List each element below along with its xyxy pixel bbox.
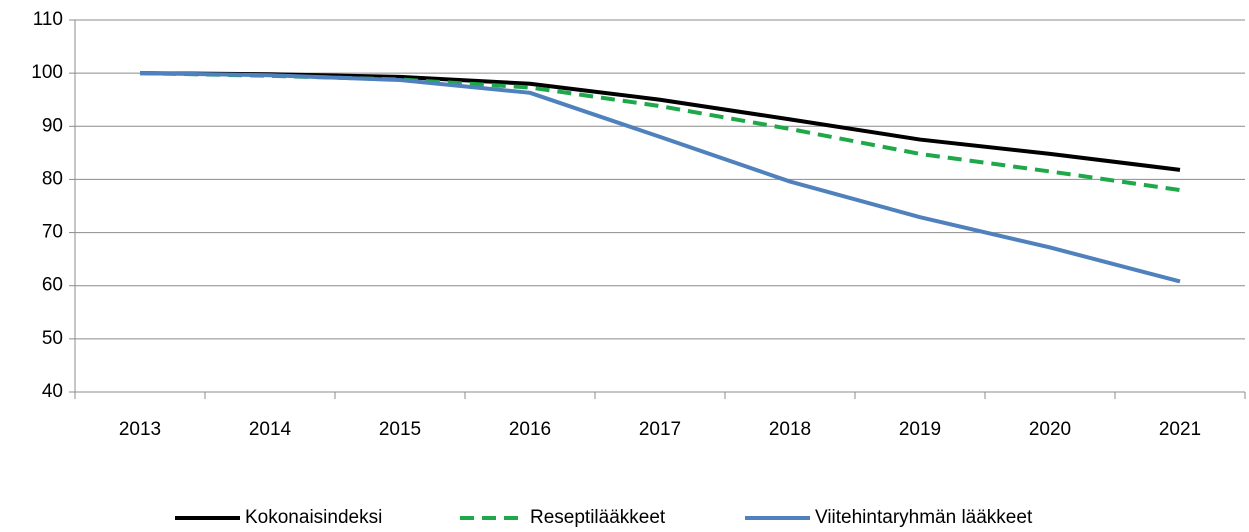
y-tick-label: 50 bbox=[42, 328, 63, 349]
legend-label: Reseptilääkkeet bbox=[530, 507, 666, 528]
legend-label: Viitehintaryhmän lääkkeet bbox=[815, 507, 1033, 528]
y-tick-label: 90 bbox=[42, 115, 63, 136]
y-tick-label: 110 bbox=[33, 9, 63, 30]
x-tick-label: 2019 bbox=[899, 419, 941, 440]
series-line bbox=[139, 71, 1181, 284]
x-tick-label: 2020 bbox=[1029, 419, 1071, 440]
series-line bbox=[139, 71, 1181, 193]
x-tick-label: 2018 bbox=[769, 419, 811, 440]
legend-label: Kokonaisindeksi bbox=[245, 507, 382, 528]
x-tick-label: 2021 bbox=[1159, 419, 1201, 440]
x-tick-label: 2013 bbox=[119, 419, 161, 440]
y-tick-label: 70 bbox=[42, 222, 63, 243]
x-tick-label: 2016 bbox=[509, 419, 551, 440]
series-line bbox=[139, 71, 1181, 172]
y-tick-label: 100 bbox=[31, 62, 63, 83]
x-tick-label: 2015 bbox=[379, 419, 421, 440]
y-tick-label: 40 bbox=[42, 381, 63, 402]
y-tick-label: 80 bbox=[42, 168, 63, 189]
y-tick-label: 60 bbox=[42, 275, 63, 296]
x-tick-label: 2017 bbox=[639, 419, 681, 440]
x-tick-label: 2014 bbox=[249, 419, 292, 440]
